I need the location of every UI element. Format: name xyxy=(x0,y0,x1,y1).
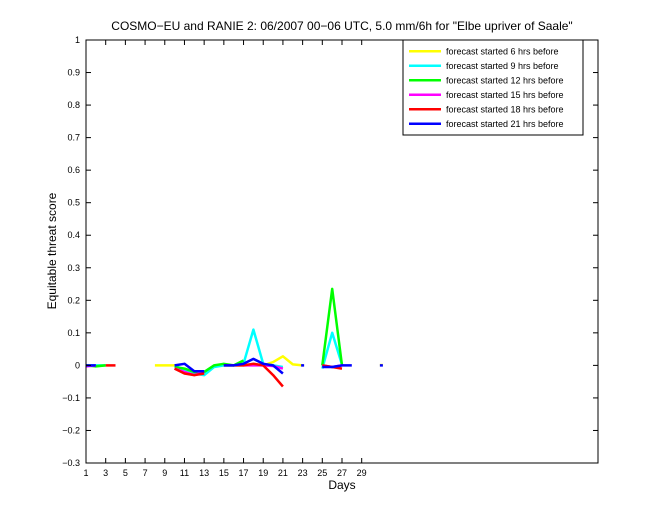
x-tick-label: 9 xyxy=(162,468,167,478)
series-line-6 xyxy=(223,357,284,375)
y-tick-label: 0.7 xyxy=(67,133,80,143)
y-tick-label: 0 xyxy=(75,360,80,370)
series-line-6 xyxy=(322,364,352,369)
y-tick-label: 0.4 xyxy=(67,230,80,240)
x-axis: 1 3 5 7 9 11 13 15 17 19 21 23 25 27 29 xyxy=(83,40,367,478)
y-tick-label: 0.2 xyxy=(67,295,80,305)
y-tick-label: 0.6 xyxy=(67,165,80,175)
x-tick-label: 27 xyxy=(337,468,347,478)
y-tick-label: 1 xyxy=(75,35,80,45)
legend-box xyxy=(402,39,584,136)
y-tick-label: 0.8 xyxy=(67,100,80,110)
series-line-6 xyxy=(174,362,205,373)
x-tick-label: 11 xyxy=(180,468,189,478)
y-tick-label: −0.1 xyxy=(62,393,80,403)
x-tick-label: 13 xyxy=(199,468,209,478)
legend-label: forecast started 12 hrs before xyxy=(446,75,564,85)
y-tick-label: 0.9 xyxy=(67,68,80,78)
x-axis-title: Days xyxy=(328,478,355,492)
y-tick-label: 0.1 xyxy=(67,328,80,338)
legend: forecast started 6 hrs before forecast st… xyxy=(402,39,584,136)
legend-label: forecast started 6 hrs before xyxy=(446,46,559,56)
legend-label: forecast started 15 hrs before xyxy=(446,90,564,100)
series-line-3 xyxy=(321,287,344,366)
y-tick-label: −0.3 xyxy=(62,458,80,468)
x-tick-label: 19 xyxy=(258,468,268,478)
legend-label: forecast started 18 hrs before xyxy=(446,104,564,114)
series-line-5 xyxy=(174,367,205,377)
legend-label: forecast started 21 hrs before xyxy=(446,119,564,129)
x-tick-label: 7 xyxy=(143,468,148,478)
y-axis-title: Equitable threat score xyxy=(45,192,59,309)
y-tick-label: 0.5 xyxy=(67,198,80,208)
chart-title: COSMO−EU and RANIE 2: 06/2007 00−06 UTC,… xyxy=(111,19,572,33)
x-tick-label: 17 xyxy=(239,468,249,478)
x-tick-label: 5 xyxy=(123,468,128,478)
y-axis: −0.3 −0.2 −0.1 0 0.1 0.2 0.3 0.4 0.5 0.6 0.7 0.8 0.9… xyxy=(62,35,598,468)
x-tick-label: 1 xyxy=(83,468,88,478)
x-tick-label: 23 xyxy=(298,468,308,478)
x-tick-label: 25 xyxy=(317,468,327,478)
x-tick-label: 21 xyxy=(278,468,288,478)
y-tick-label: −0.2 xyxy=(62,425,80,435)
x-tick-label: 29 xyxy=(357,468,367,478)
series-line-2 xyxy=(321,331,344,369)
y-tick-label: 0.3 xyxy=(67,263,80,273)
x-tick-label: 3 xyxy=(103,468,108,478)
series-lines xyxy=(85,287,383,388)
x-tick-label: 15 xyxy=(219,468,229,478)
legend-label: forecast started 9 hrs before xyxy=(446,61,559,71)
